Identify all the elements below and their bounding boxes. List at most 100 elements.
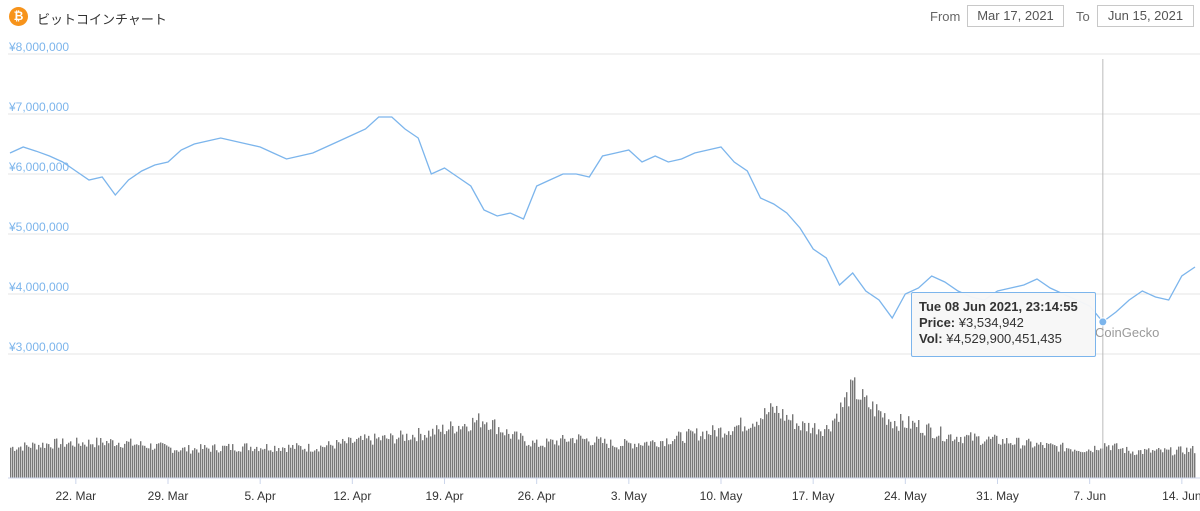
volume-bar	[1086, 451, 1088, 478]
volume-bar	[380, 440, 382, 478]
volume-bar	[970, 432, 972, 478]
volume-bar	[570, 438, 572, 478]
volume-bar	[168, 446, 170, 478]
volume-bar	[604, 438, 606, 478]
volume-bar	[354, 441, 356, 478]
volume-bar	[568, 441, 570, 478]
volume-bar	[360, 435, 362, 478]
volume-bar	[230, 449, 232, 478]
volume-bar	[104, 445, 106, 478]
volume-bar	[196, 449, 198, 478]
x-tick-label: 31. May	[976, 489, 1019, 503]
volume-bar	[476, 420, 478, 478]
volume-bar	[558, 445, 560, 478]
volume-bar	[126, 441, 128, 478]
volume-bar	[620, 446, 622, 478]
volume-bar	[234, 450, 236, 478]
volume-bar	[460, 429, 462, 478]
from-date-input[interactable]: Mar 17, 2021	[967, 5, 1064, 27]
volume-bar	[1028, 438, 1030, 478]
volume-bar	[340, 443, 342, 478]
x-tick-label: 10. May	[700, 489, 743, 503]
volume-bar	[938, 435, 940, 478]
volume-bar	[268, 450, 270, 478]
hover-marker	[1098, 317, 1108, 327]
volume-bar	[636, 447, 638, 478]
volume-bar	[870, 409, 872, 478]
volume-bar	[372, 444, 374, 478]
volume-bar	[496, 434, 498, 478]
volume-bar	[546, 438, 548, 478]
volume-bar	[654, 442, 656, 478]
volume-bar	[1020, 448, 1022, 478]
volume-bar	[334, 448, 336, 478]
volume-bar	[330, 444, 332, 478]
volume-bar	[1110, 450, 1112, 478]
volume-bar	[862, 389, 864, 478]
volume-bar	[668, 444, 670, 478]
volume-bar	[468, 431, 470, 478]
volume-bar	[950, 434, 952, 478]
volume-bar	[786, 414, 788, 478]
volume-bar	[872, 401, 874, 478]
volume-bar	[752, 423, 754, 478]
chart-svg[interactable]: ¥3,000,000 ¥4,000,000 ¥5,000,000 ¥6,000,000…	[0, 34, 1200, 511]
volume-bar	[748, 428, 750, 478]
volume-bar	[452, 426, 454, 478]
x-tick-label: 29. Mar	[148, 489, 189, 503]
volume-bar	[954, 439, 956, 478]
volume-bar	[36, 449, 38, 478]
volume-bar	[880, 411, 882, 478]
volume-bar	[1080, 451, 1082, 478]
x-tick-label: 7. Jun	[1073, 489, 1106, 503]
volume-bar	[874, 416, 876, 478]
volume-bar	[246, 443, 248, 478]
volume-bar	[332, 445, 334, 478]
volume-bar	[382, 435, 384, 478]
volume-bar	[1064, 451, 1066, 478]
volume-bar	[308, 443, 310, 478]
volume-bar	[788, 419, 790, 478]
volume-bar	[750, 427, 752, 478]
to-label: To	[1076, 9, 1090, 24]
volume-bar	[1048, 443, 1050, 478]
volume-bar	[1016, 437, 1018, 478]
volume-bar	[1144, 448, 1146, 478]
to-date-input[interactable]: Jun 15, 2021	[1097, 5, 1194, 27]
volume-bar	[812, 427, 814, 478]
volume-bar	[512, 434, 514, 478]
volume-bar	[652, 440, 654, 478]
volume-bar	[466, 426, 468, 478]
volume-bar	[316, 449, 318, 478]
volume-bar	[278, 448, 280, 478]
volume-bar	[876, 404, 878, 478]
volume-bar	[48, 444, 50, 478]
volume-bar	[762, 419, 764, 478]
volume-bar	[106, 441, 108, 478]
volume-bar	[818, 429, 820, 478]
volume-bar	[384, 435, 386, 478]
volume-bar	[826, 425, 828, 478]
volume-bar	[768, 412, 770, 478]
volume-bar	[128, 441, 130, 478]
price-chart[interactable]: ¥3,000,000 ¥4,000,000 ¥5,000,000 ¥6,000,000…	[0, 34, 1200, 511]
volume-bar	[930, 427, 932, 478]
volume-bar	[704, 439, 706, 478]
volume-bar	[684, 442, 686, 478]
volume-bar	[482, 421, 484, 478]
volume-bar	[742, 431, 744, 478]
volume-bar	[942, 440, 944, 478]
volume-bar	[154, 448, 156, 478]
volume-bar	[450, 421, 452, 478]
volume-bar	[690, 430, 692, 478]
volume-bar	[108, 443, 110, 478]
volume-bar	[1172, 455, 1174, 478]
volume-bar	[830, 431, 832, 478]
volume-bar	[632, 448, 634, 478]
volume-bar	[274, 445, 276, 478]
volume-bar	[798, 425, 800, 478]
volume-bar	[264, 448, 266, 478]
volume-bar	[402, 434, 404, 478]
volume-bar	[792, 414, 794, 478]
volume-bar	[120, 447, 122, 478]
